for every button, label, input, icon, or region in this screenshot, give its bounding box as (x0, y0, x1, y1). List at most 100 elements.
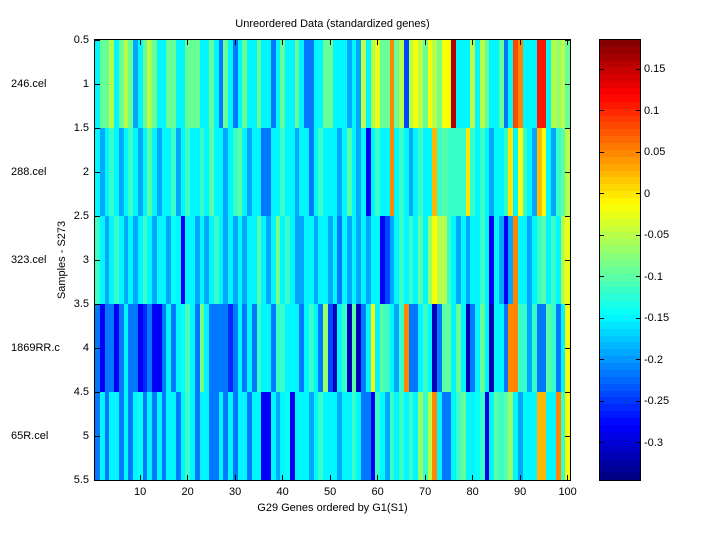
y-tick-label: 4 (82, 342, 89, 354)
colorbar-tick (600, 234, 604, 236)
y-axis-tick (565, 215, 570, 217)
sample-label: 246.cel (11, 78, 47, 90)
colorbar-tick (600, 68, 604, 70)
y-tick-label: 2.5 (73, 210, 89, 222)
colorbar-tick-label: 0.15 (644, 63, 666, 76)
y-axis-tick (95, 303, 100, 305)
y-axis-tick (95, 259, 100, 261)
colorbar-tick (600, 151, 604, 153)
chart-title: Unreordered Data (standardized genes) (235, 18, 430, 30)
colorbar-tick-label: -0.25 (644, 395, 670, 408)
colorbar-tick (600, 276, 604, 278)
y-axis-tick (95, 215, 100, 217)
y-axis-tick (565, 259, 570, 261)
y-tick-label: 2 (82, 166, 89, 178)
x-axis-tick (282, 475, 284, 480)
y-tick-label: 3 (82, 254, 89, 266)
x-tick-label: 60 (371, 486, 384, 498)
x-axis-tick (187, 40, 189, 45)
x-tick-label: 90 (514, 486, 527, 498)
colorbar-tick (636, 110, 640, 112)
colorbar-tick-label: -0.2 (644, 353, 663, 366)
colorbar-canvas (600, 40, 640, 480)
colorbar (599, 39, 641, 481)
x-axis-tick (519, 475, 521, 480)
y-tick-label: 4.5 (73, 386, 89, 398)
colorbar-tick (636, 234, 640, 236)
x-tick-label: 30 (229, 486, 242, 498)
colorbar-tick (636, 317, 640, 319)
y-tick-label: 5.5 (73, 474, 89, 486)
colorbar-tick (636, 442, 640, 444)
colorbar-tick-label: 0.05 (644, 146, 666, 159)
sample-label: 1869RR.c (11, 342, 60, 354)
x-axis-tick (187, 475, 189, 480)
y-axis-tick (95, 83, 100, 85)
y-axis-tick (95, 347, 100, 349)
colorbar-tick (600, 400, 604, 402)
y-axis-tick (95, 435, 100, 437)
x-axis-tick (139, 40, 141, 45)
x-tick-label: 80 (466, 486, 479, 498)
colorbar-tick (636, 359, 640, 361)
y-tick-label: 1.5 (73, 122, 89, 134)
x-tick-label: 10 (134, 486, 147, 498)
sample-label: 288.cel (11, 166, 47, 178)
x-axis-tick (472, 40, 474, 45)
y-axis-tick (95, 171, 100, 173)
colorbar-tick-label: 0 (644, 187, 651, 200)
x-tick-label: 70 (419, 486, 432, 498)
x-tick-label: 50 (324, 486, 337, 498)
colorbar-tick (600, 110, 604, 112)
x-axis-tick (472, 475, 474, 480)
colorbar-tick (600, 193, 604, 195)
x-axis-tick (329, 40, 331, 45)
x-tick-label: 20 (181, 486, 194, 498)
y-tick-label: 3.5 (73, 298, 89, 310)
y-axis-tick (565, 479, 570, 481)
colorbar-tick (636, 400, 640, 402)
x-axis-tick (567, 475, 569, 480)
x-axis-tick (377, 40, 379, 45)
x-axis-tick (567, 40, 569, 45)
colorbar-tick-label: -0.1 (644, 270, 663, 283)
x-axis-tick (424, 40, 426, 45)
colorbar-tick (636, 68, 640, 70)
colorbar-tick-label: -0.15 (644, 312, 670, 325)
x-axis-tick (234, 40, 236, 45)
colorbar-tick-label: -0.05 (644, 229, 670, 242)
y-axis-tick (95, 39, 100, 41)
colorbar-tick (600, 359, 604, 361)
y-axis-tick (565, 391, 570, 393)
y-tick-label: 0.5 (73, 34, 89, 46)
colorbar-tick-label: 0.1 (644, 104, 660, 117)
x-tick-label: 40 (276, 486, 289, 498)
x-axis-tick (234, 475, 236, 480)
y-axis-tick (565, 347, 570, 349)
y-tick-label: 1 (82, 78, 89, 90)
y-axis-tick (565, 171, 570, 173)
colorbar-tick-label: -0.3 (644, 436, 663, 449)
y-axis-tick (565, 83, 570, 85)
colorbar-tick (636, 276, 640, 278)
colorbar-tick (600, 317, 604, 319)
x-axis-label: G29 Genes ordered by G1(S1) (257, 502, 408, 514)
y-axis-tick (565, 435, 570, 437)
y-tick-label: 5 (82, 430, 89, 442)
plot-area (94, 39, 571, 481)
sample-label: 65R.cel (11, 430, 49, 442)
y-axis-tick (95, 127, 100, 129)
colorbar-tick (636, 193, 640, 195)
y-axis-tick (95, 391, 100, 393)
x-axis-tick (377, 475, 379, 480)
y-axis-tick (565, 127, 570, 129)
y-axis-tick (95, 479, 100, 481)
x-axis-tick (519, 40, 521, 45)
y-axis-tick (565, 303, 570, 305)
colorbar-tick (636, 151, 640, 153)
x-axis-tick (329, 475, 331, 480)
x-axis-tick (282, 40, 284, 45)
colorbar-tick (600, 442, 604, 444)
x-axis-tick (424, 475, 426, 480)
